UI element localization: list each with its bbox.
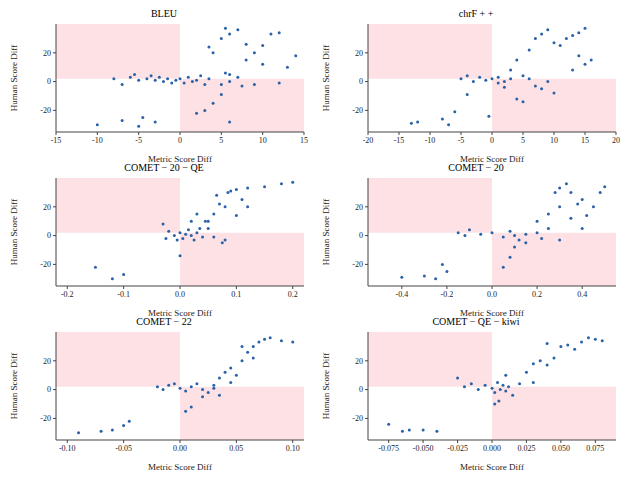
svg-text:15: 15 [581,136,589,145]
svg-text:20: 20 [355,49,363,58]
svg-text:Human Score Diff: Human Score Diff [9,199,19,265]
svg-text:0.050: 0.050 [552,444,570,453]
svg-text:-10: -10 [92,136,103,145]
svg-text:10: 10 [550,136,558,145]
svg-text:-0.2: -0.2 [61,290,74,299]
svg-text:-5: -5 [458,136,465,145]
svg-text:-20: -20 [363,136,374,145]
html-text:BLEU: BLEU [150,8,177,19]
svg-text:0: 0 [178,136,182,145]
svg-text:0: 0 [359,385,363,394]
svg-text:20: 20 [43,203,51,212]
svg-text:10: 10 [259,136,267,145]
svg-text:Human Score Diff: Human Score Diff [9,353,19,419]
svg-text:-0.4: -0.4 [395,290,408,299]
svg-text:0.0: 0.0 [487,290,497,299]
svg-text:-0.075: -0.075 [378,444,399,453]
svg-text:-5: -5 [135,136,142,145]
svg-text:0: 0 [47,385,51,394]
svg-text:Human Score Diff: Human Score Diff [9,45,19,111]
svg-text:-20: -20 [40,260,51,269]
svg-text:Human Score Diff: Human Score Diff [321,199,331,265]
html-text:COMET − QE − kiwi: COMET − QE − kiwi [432,316,520,327]
html-text:COMET − 22: COMET − 22 [136,316,192,327]
svg-text:0.4: 0.4 [577,290,587,299]
svg-text:20: 20 [43,49,51,58]
svg-text:0: 0 [359,77,363,86]
svg-text:Metric Score Diff: Metric Score Diff [148,462,212,470]
svg-text:Metric Score Diff: Metric Score Diff [148,154,212,162]
svg-text:0.000: 0.000 [483,444,501,453]
svg-text:0: 0 [47,77,51,86]
svg-text:0.05: 0.05 [229,444,243,453]
svg-text:Metric Score Diff: Metric Score Diff [460,154,524,162]
svg-text:20: 20 [43,357,51,366]
svg-text:Metric Score Diff: Metric Score Diff [148,308,212,316]
svg-text:Metric Score Diff: Metric Score Diff [460,308,524,316]
svg-text:0.1: 0.1 [231,290,241,299]
svg-text:-0.050: -0.050 [413,444,434,453]
svg-text:0: 0 [359,231,363,240]
svg-text:Metric Score Diff: Metric Score Diff [460,462,524,470]
svg-text:-20: -20 [352,260,363,269]
html-text:COMET − 20 − QE: COMET − 20 − QE [124,162,204,173]
svg-text:0.075: 0.075 [586,444,604,453]
svg-text:Human Score Diff: Human Score Diff [321,353,331,419]
svg-text:0: 0 [47,231,51,240]
svg-text:0.2: 0.2 [532,290,542,299]
svg-text:-20: -20 [40,414,51,423]
svg-text:-20: -20 [352,414,363,423]
svg-text:-0.2: -0.2 [441,290,454,299]
svg-text:-10: -10 [425,136,436,145]
svg-text:15: 15 [300,136,308,145]
svg-text:-20: -20 [40,106,51,115]
svg-text:-15: -15 [51,136,62,145]
html-text:COMET − 20: COMET − 20 [448,162,504,173]
svg-text:20: 20 [355,357,363,366]
svg-text:0.10: 0.10 [286,444,300,453]
svg-text:-0.10: -0.10 [59,444,76,453]
svg-text:-0.1: -0.1 [117,290,130,299]
svg-text:0.2: 0.2 [288,290,298,299]
svg-text:5: 5 [521,136,525,145]
svg-text:-15: -15 [394,136,405,145]
svg-text:0.025: 0.025 [517,444,535,453]
svg-text:-0.05: -0.05 [115,444,132,453]
html-text:chrF + +: chrF + + [458,8,494,19]
svg-text:0: 0 [490,136,494,145]
svg-text:-20: -20 [352,106,363,115]
svg-text:0.00: 0.00 [173,444,187,453]
svg-text:20: 20 [355,203,363,212]
svg-text:5: 5 [219,136,223,145]
svg-text:-0.025: -0.025 [447,444,468,453]
svg-text:0.0: 0.0 [175,290,185,299]
svg-text:Human Score Diff: Human Score Diff [321,45,331,111]
svg-text:20: 20 [612,136,620,145]
